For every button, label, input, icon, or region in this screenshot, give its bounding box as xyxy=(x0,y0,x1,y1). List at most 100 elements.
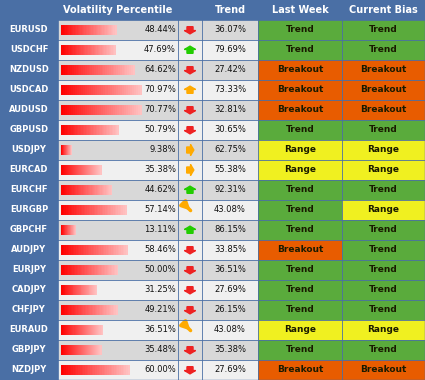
Bar xyxy=(107,25,108,35)
Bar xyxy=(66,365,68,375)
Bar xyxy=(66,345,68,355)
Bar xyxy=(92,325,94,335)
Bar xyxy=(95,105,98,115)
Bar xyxy=(105,85,108,95)
Bar xyxy=(76,305,78,315)
Bar xyxy=(103,65,106,75)
Bar xyxy=(78,265,80,275)
Bar xyxy=(79,325,80,335)
Bar xyxy=(58,360,425,380)
Bar xyxy=(72,45,74,55)
Bar xyxy=(258,220,342,240)
Bar xyxy=(76,325,77,335)
Bar xyxy=(113,245,115,255)
Bar xyxy=(64,145,65,155)
Bar xyxy=(69,145,70,155)
Bar xyxy=(77,345,79,355)
Bar xyxy=(98,45,99,55)
Text: Trend: Trend xyxy=(286,345,314,355)
Text: 86.15%: 86.15% xyxy=(214,225,246,234)
Bar xyxy=(64,165,65,175)
Bar xyxy=(61,325,62,335)
Text: 32.81%: 32.81% xyxy=(214,106,246,114)
Bar xyxy=(71,345,73,355)
Bar xyxy=(84,245,87,255)
Bar xyxy=(109,305,110,315)
Bar xyxy=(64,285,65,295)
Bar xyxy=(103,45,105,55)
Bar xyxy=(73,165,75,175)
Bar xyxy=(75,165,76,175)
Bar xyxy=(116,205,119,215)
Bar xyxy=(64,45,65,55)
Bar xyxy=(111,45,113,55)
Bar xyxy=(78,25,79,35)
Bar xyxy=(342,60,425,80)
Bar xyxy=(96,65,98,75)
Bar xyxy=(64,145,65,155)
Bar xyxy=(342,160,425,180)
Bar xyxy=(66,185,68,195)
Bar xyxy=(85,325,86,335)
Bar xyxy=(62,185,64,195)
Bar xyxy=(117,105,120,115)
Bar xyxy=(109,185,111,195)
Bar xyxy=(85,105,88,115)
Bar xyxy=(68,365,70,375)
Bar xyxy=(92,285,94,295)
Bar xyxy=(93,285,94,295)
Bar xyxy=(100,65,102,75)
Bar xyxy=(82,345,84,355)
Bar xyxy=(76,45,78,55)
Bar xyxy=(74,205,76,215)
Bar xyxy=(106,45,108,55)
Bar xyxy=(64,185,65,195)
Bar xyxy=(0,100,58,120)
Bar xyxy=(87,105,90,115)
Bar xyxy=(122,105,124,115)
Text: 36.51%: 36.51% xyxy=(214,266,246,274)
Text: Trend: Trend xyxy=(286,266,314,274)
Bar xyxy=(76,185,78,195)
Bar xyxy=(258,260,342,280)
Bar xyxy=(70,185,72,195)
Bar xyxy=(112,25,114,35)
Bar xyxy=(67,345,68,355)
Bar xyxy=(85,85,88,95)
Bar xyxy=(99,205,101,215)
Bar xyxy=(79,25,81,35)
Bar xyxy=(105,265,107,275)
Bar xyxy=(62,205,65,215)
Bar xyxy=(88,265,90,275)
Bar xyxy=(96,165,98,175)
Bar xyxy=(0,60,58,80)
Bar xyxy=(99,25,102,35)
Bar xyxy=(83,305,85,315)
Bar xyxy=(109,245,111,255)
Text: Trend: Trend xyxy=(286,125,314,135)
Bar xyxy=(92,65,95,75)
Bar xyxy=(70,65,73,75)
Bar xyxy=(82,245,85,255)
Bar xyxy=(86,345,88,355)
Bar xyxy=(0,220,58,240)
Bar xyxy=(108,85,110,95)
Bar xyxy=(58,220,425,240)
Text: Trend: Trend xyxy=(369,46,398,54)
Bar xyxy=(74,25,75,35)
Bar xyxy=(72,265,74,275)
Bar xyxy=(70,345,71,355)
Bar xyxy=(64,125,66,135)
Bar xyxy=(67,185,69,195)
Bar xyxy=(94,125,96,135)
Bar xyxy=(71,265,73,275)
Bar xyxy=(61,225,62,235)
Bar xyxy=(87,25,89,35)
Bar xyxy=(132,85,134,95)
Bar xyxy=(78,285,79,295)
Bar xyxy=(68,225,69,235)
Bar xyxy=(61,205,63,215)
Polygon shape xyxy=(184,267,196,274)
Bar xyxy=(65,225,66,235)
Bar xyxy=(79,285,80,295)
